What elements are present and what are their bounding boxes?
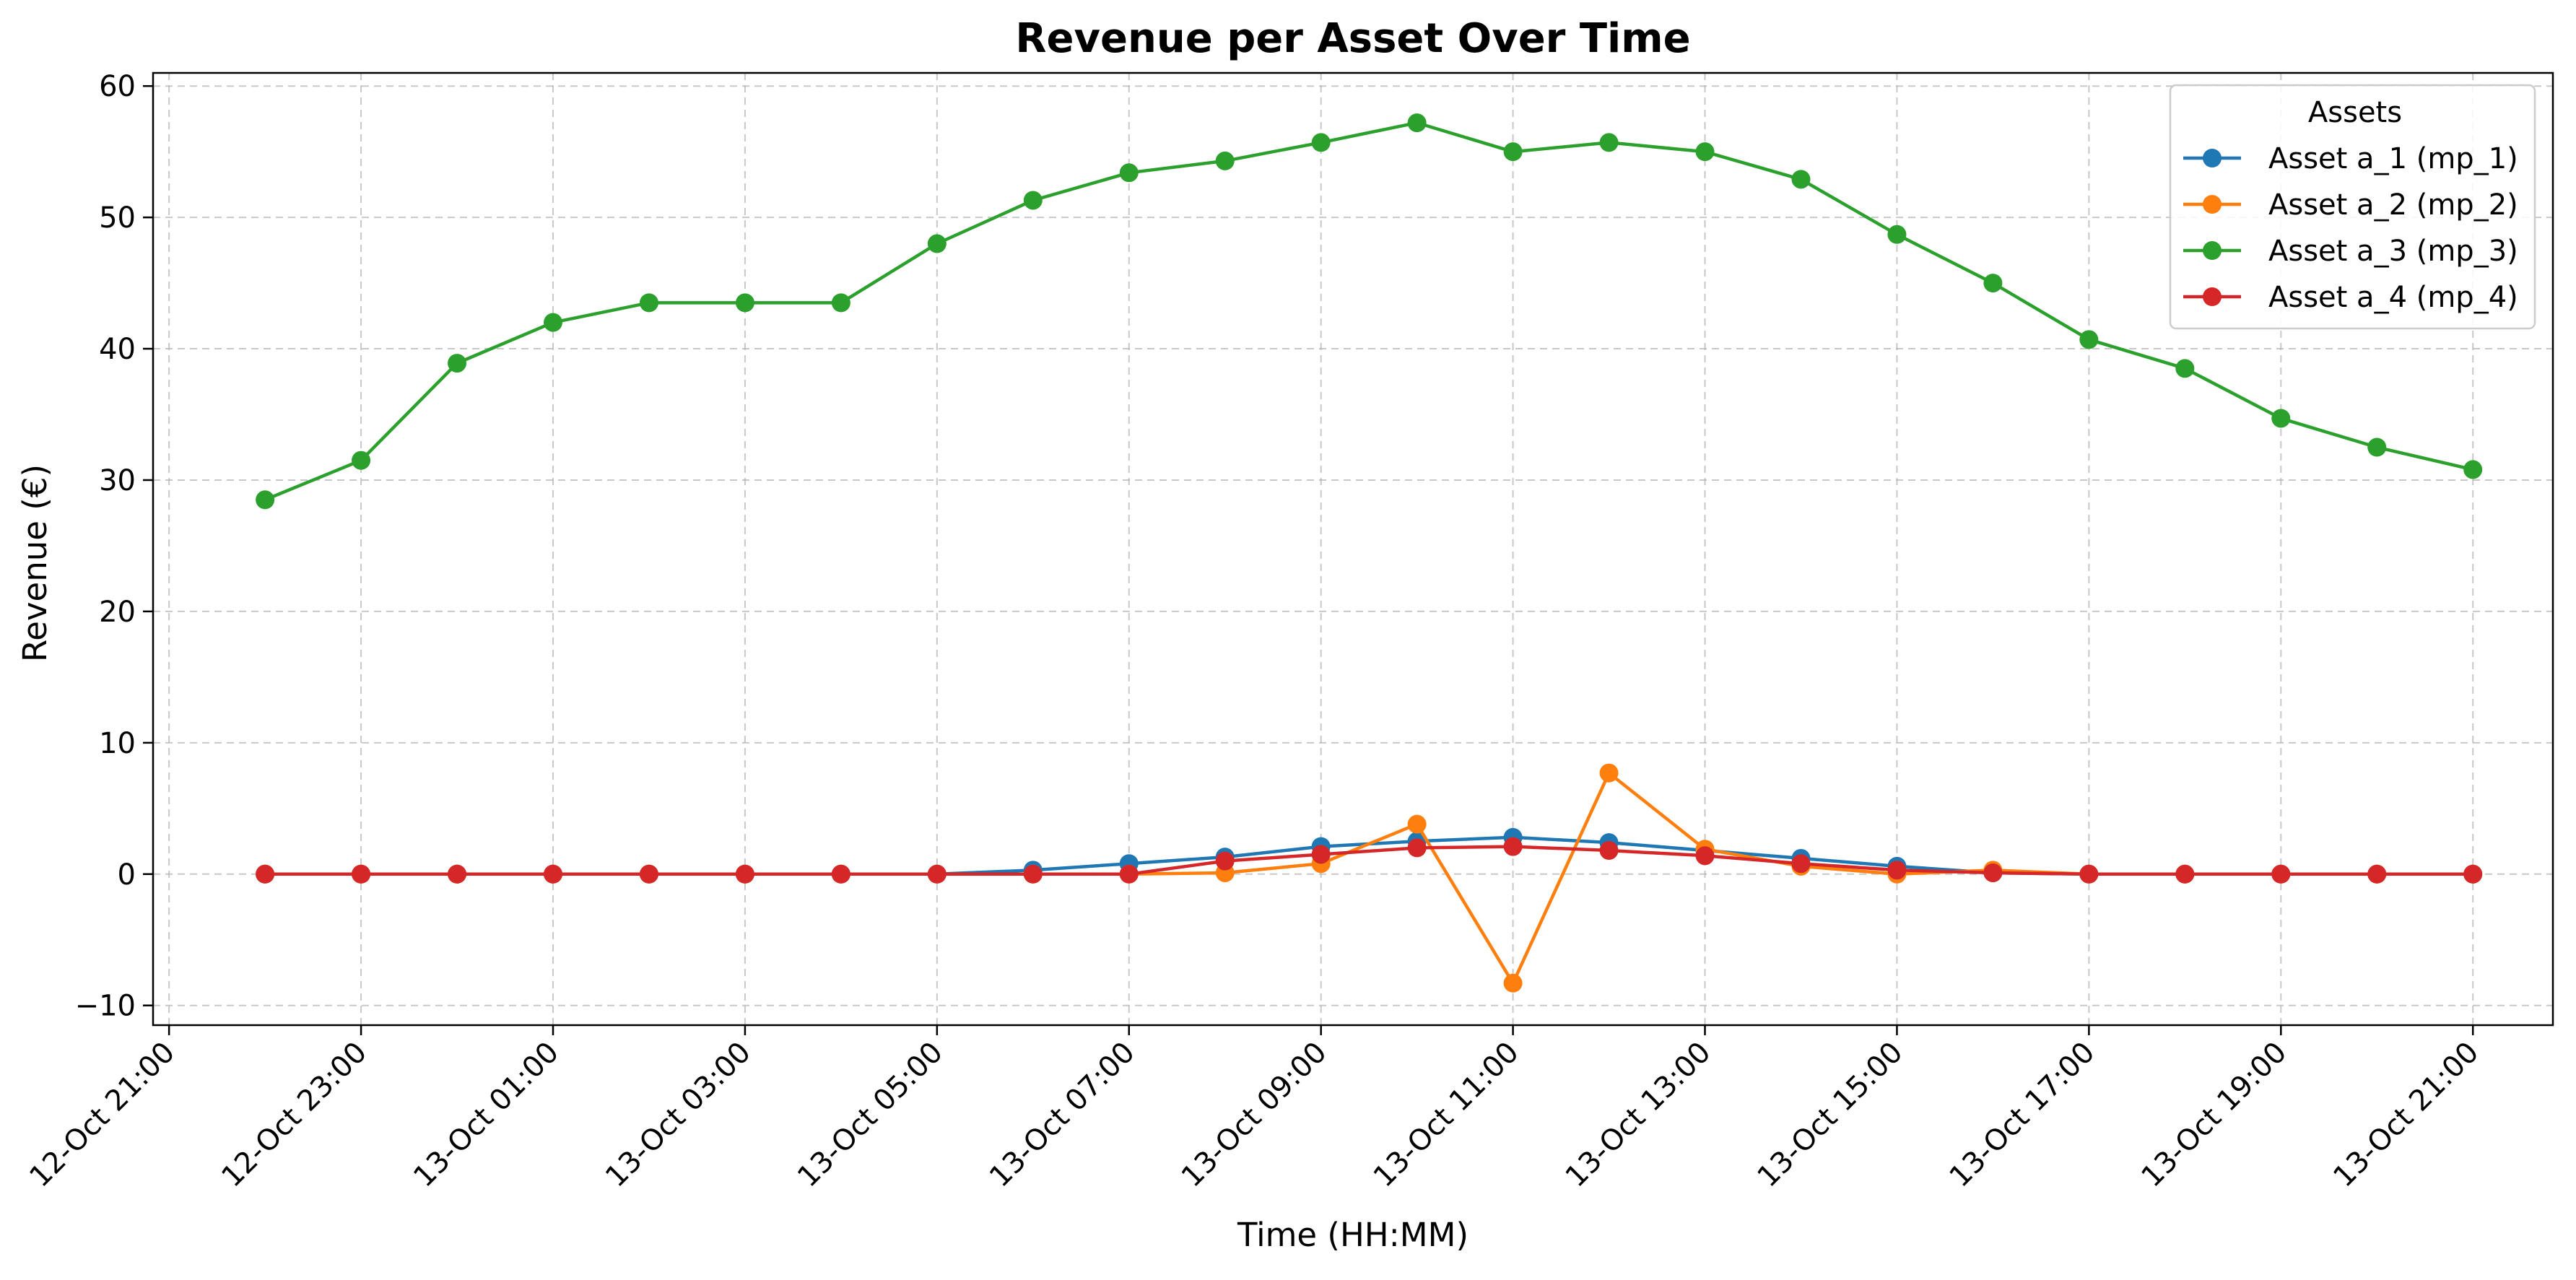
data-point [927,864,947,884]
data-point [2079,864,2099,884]
data-point [1695,846,1715,866]
legend-title: Assets [2308,96,2402,129]
data-point [256,490,275,510]
data-point [1983,274,2003,293]
x-axis-label: Time (HH:MM) [1237,1216,1468,1254]
data-point [544,864,562,884]
data-point [735,293,754,313]
data-point [2271,864,2291,884]
data-point [735,864,754,884]
plot-frame [152,71,2554,1027]
data-point [1503,142,1523,162]
legend-marker [2203,241,2222,260]
legend-box [2169,84,2536,330]
y-axis: −10 0 10 20 30 40 50 60 [75,70,153,1023]
legend-label: Asset a_3 (mp_3) [2268,235,2518,268]
legend-marker [2203,149,2222,167]
legend-label: Asset a_1 (mp_1) [2268,142,2518,175]
data-point [2175,359,2195,378]
data-point [1407,838,1427,858]
legend-label: Asset a_4 (mp_4) [2268,281,2518,314]
data-point [1119,864,1139,884]
data-point [2079,330,2099,349]
y-tick-label: 30 [99,464,136,497]
data-point [1407,113,1427,133]
data-point [831,293,850,313]
series-4 [256,837,2483,884]
y-tick-label: 60 [99,70,136,103]
y-tick-label: 10 [99,727,136,760]
legend-item: Asset a_1 (mp_1) [2183,142,2518,175]
data-point [1791,170,1811,189]
legend-item: Asset a_3 (mp_3) [2183,235,2518,268]
data-point [1599,133,1619,152]
y-tick-label: 50 [99,201,136,235]
data-point [639,864,658,884]
data-point [1407,814,1427,834]
data-point [544,313,562,332]
data-point [1311,845,1331,864]
data-point [1695,142,1715,162]
y-tick-label: 40 [99,333,136,366]
data-point [1599,841,1619,861]
data-point [1119,163,1139,183]
data-point [1311,133,1331,152]
data-point [1023,191,1043,210]
y-axis-label: Revenue (€) [16,464,54,662]
legend-label: Asset a_2 (mp_2) [2268,188,2518,222]
data-point [256,864,275,884]
data-point [1887,861,1907,880]
data-point [1215,151,1235,170]
y-tick-label: 0 [118,858,136,892]
data-point [2271,409,2291,428]
data-point [2463,864,2483,884]
data-point [352,864,371,884]
data-point [1503,837,1523,856]
data-point [1599,763,1619,783]
data-point [2367,864,2387,884]
data-point [1215,851,1235,871]
data-point [1503,973,1523,993]
data-point [1983,863,2003,882]
data-point [352,450,371,470]
chart-title: Revenue per Asset Over Time [1015,15,1690,62]
data-point [448,354,467,373]
data-point [2367,437,2387,457]
legend-marker [2203,287,2222,306]
series-3 [256,113,2483,510]
legend-entries: Asset a_1 (mp_1) Asset a_2 (mp_2) Asset a_… [2183,142,2518,314]
data-point [927,234,947,253]
series-line [263,121,2475,502]
y-tick-label: −10 [75,990,136,1023]
data-point [2463,460,2483,479]
legend-marker [2203,195,2222,214]
legend-item: Asset a_2 (mp_2) [2183,188,2518,222]
data-point [1023,864,1043,884]
data-point [1887,225,1907,244]
legend: Assets Asset a_1 (mp_1)Asset a_2 (mp_2)A… [2169,84,2536,330]
series-layer [256,113,2483,993]
data-point [831,864,850,884]
legend-item: Asset a_4 (mp_4) [2183,281,2518,314]
data-point [1791,854,1811,874]
data-point [2175,864,2195,884]
data-point [639,293,658,313]
y-tick-label: 20 [99,596,136,629]
series-line [263,845,2475,876]
data-point [448,864,467,884]
